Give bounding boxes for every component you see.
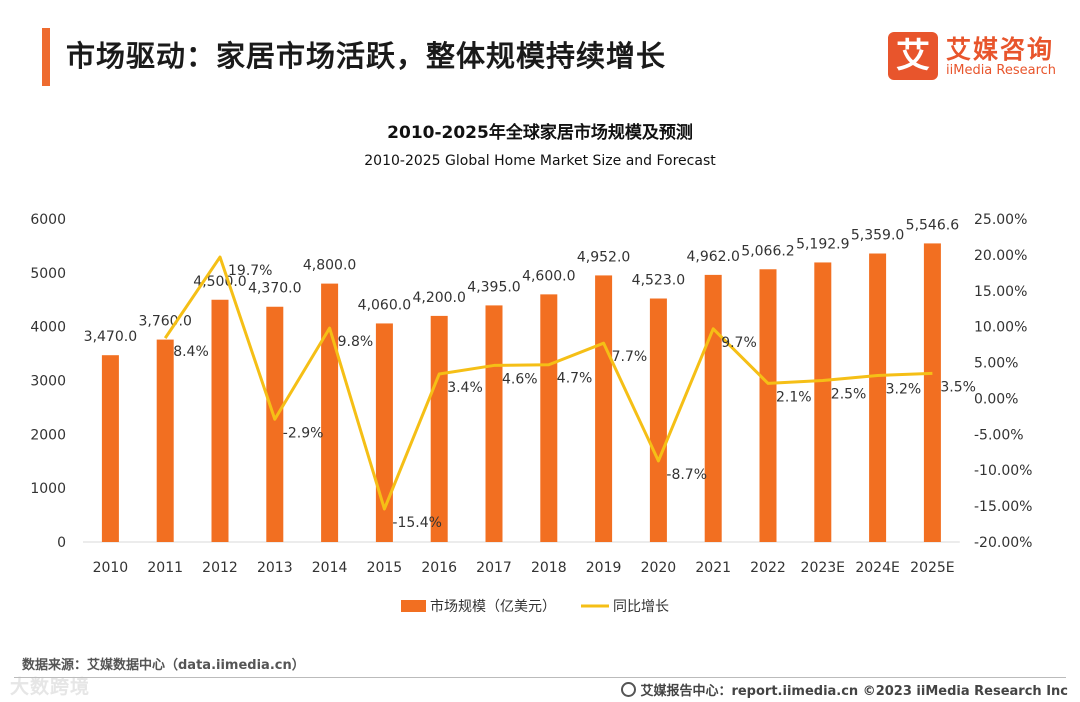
y-left-tick-label: 1000 xyxy=(30,481,66,497)
bar-data-label: 4,370.0 xyxy=(248,281,301,297)
bar xyxy=(595,275,613,542)
bar xyxy=(266,306,284,542)
x-tick-label: 2014 xyxy=(312,560,348,576)
y-left-tick-label: 3000 xyxy=(30,374,66,390)
logo-text-en: iiMedia Research xyxy=(946,63,1057,78)
legend-label-bar: 市场规模（亿美元） xyxy=(430,598,556,615)
x-tick-label: 2023E xyxy=(801,560,845,576)
line-data-label: 4.7% xyxy=(557,371,593,387)
bar-data-label: 4,600.0 xyxy=(522,268,575,284)
bar-data-label: 4,952.0 xyxy=(577,249,630,265)
x-tick-label: 2018 xyxy=(531,560,567,576)
bar xyxy=(101,355,119,542)
logo-mark: 艾 xyxy=(888,32,938,80)
bar-data-label: 4,962.0 xyxy=(686,249,739,265)
legend-swatch-bar xyxy=(401,600,426,612)
legend-label-line: 同比增长 xyxy=(613,599,669,615)
bar-data-label: 5,192.9 xyxy=(796,236,849,252)
y-right-tick-label: 10.00% xyxy=(974,320,1027,336)
bar xyxy=(485,305,503,542)
bar xyxy=(869,253,887,542)
y-right-tick-label: 0.00% xyxy=(974,391,1018,407)
bar xyxy=(156,339,174,542)
bar-data-label: 5,359.0 xyxy=(851,228,904,244)
globe-icon xyxy=(621,682,637,697)
bar-data-label: 4,800.0 xyxy=(303,258,356,274)
x-tick-label: 2019 xyxy=(586,560,622,576)
line-data-label: 9.8% xyxy=(338,334,374,350)
line-data-label: -8.7% xyxy=(666,467,707,483)
bar-data-label: 4,395.0 xyxy=(467,279,520,295)
line-data-label: 2.5% xyxy=(831,387,867,403)
bar-data-label: 3,760.0 xyxy=(138,314,191,330)
line-data-label: 8.4% xyxy=(173,344,209,360)
watermark: 大数跨境 xyxy=(10,676,91,698)
y-left-tick-label: 6000 xyxy=(30,212,66,228)
bar-data-label: 3,470.0 xyxy=(84,329,137,345)
x-tick-label: 2025E xyxy=(910,560,954,576)
line-data-label: 3.5% xyxy=(940,379,976,395)
x-tick-label: 2017 xyxy=(476,560,512,576)
y-right-tick-label: -15.00% xyxy=(974,499,1032,515)
bar-data-label: 5,546.6 xyxy=(906,217,960,233)
line-data-label: 3.4% xyxy=(447,380,483,396)
bar xyxy=(923,243,941,543)
y-left-tick-label: 2000 xyxy=(30,427,66,443)
bar xyxy=(814,262,832,542)
page-title: 市场驱动：家居市场活跃，整体规模持续增长 xyxy=(66,39,667,73)
line-data-label: 4.6% xyxy=(502,371,538,387)
x-tick-label: 2016 xyxy=(421,560,457,576)
footer-report-text: 艾媒报告中心：report.iimedia.cn ©2023 iiMedia R… xyxy=(640,684,1068,699)
x-tick-label: 2012 xyxy=(202,560,238,576)
bar xyxy=(759,269,777,542)
data-source: 数据来源：艾媒数据中心（data.iimedia.cn） xyxy=(22,658,305,673)
bar xyxy=(375,323,393,542)
x-tick-label: 2022 xyxy=(750,560,786,576)
y-right-tick-label: 25.00% xyxy=(974,212,1027,228)
x-tick-label: 2020 xyxy=(641,560,677,576)
x-tick-label: 2013 xyxy=(257,560,293,576)
footer-report: 艾媒报告中心：report.iimedia.cn ©2023 iiMedia R… xyxy=(621,680,1068,699)
y-left-tick-label: 4000 xyxy=(30,320,66,336)
bar xyxy=(321,283,339,542)
bar-data-label: 4,523.0 xyxy=(632,273,685,289)
bar xyxy=(649,298,667,542)
chart-title: 2010-2025年全球家居市场规模及预测 xyxy=(387,123,693,143)
y-right-tick-label: -20.00% xyxy=(974,535,1032,551)
y-right-tick-label: 5.00% xyxy=(974,356,1018,372)
bar xyxy=(430,315,448,542)
line-data-label: -2.9% xyxy=(283,425,324,441)
growth-line xyxy=(163,255,933,511)
footer-divider xyxy=(14,677,1066,678)
bar xyxy=(704,274,722,542)
y-right-tick-label: 20.00% xyxy=(974,248,1027,264)
x-tick-label: 2021 xyxy=(695,560,731,576)
x-tick-label: 2010 xyxy=(93,560,129,576)
x-tick-label: 2024E xyxy=(855,560,899,576)
x-tick-label: 2011 xyxy=(147,560,183,576)
line-data-label: 2.1% xyxy=(776,389,812,405)
line-data-label: 9.7% xyxy=(721,335,757,351)
line-data-label: 19.7% xyxy=(228,263,272,279)
y-right-tick-label: -10.00% xyxy=(974,463,1032,479)
line-data-label: 7.7% xyxy=(612,349,648,365)
y-left-tick-label: 0 xyxy=(57,535,66,551)
bar xyxy=(540,294,558,542)
bar-data-label: 5,066.2 xyxy=(741,243,794,259)
iimedia-logo: 艾 艾媒咨询 iiMedia Research xyxy=(888,30,1068,82)
line-data-label: -15.4% xyxy=(392,515,442,531)
line-data-label: 3.2% xyxy=(886,381,922,397)
bar xyxy=(211,299,229,542)
bar-data-label: 4,060.0 xyxy=(358,297,411,313)
x-tick-label: 2015 xyxy=(367,560,403,576)
logo-text-cn: 艾媒咨询 xyxy=(946,35,1055,64)
y-right-tick-label: -5.00% xyxy=(974,427,1024,443)
bar-data-label: 4,200.0 xyxy=(412,290,465,306)
y-right-tick-label: 15.00% xyxy=(974,284,1027,300)
chart-subtitle: 2010-2025 Global Home Market Size and Fo… xyxy=(364,153,716,169)
title-accent-bar xyxy=(42,28,50,86)
y-left-tick-label: 5000 xyxy=(30,266,66,282)
